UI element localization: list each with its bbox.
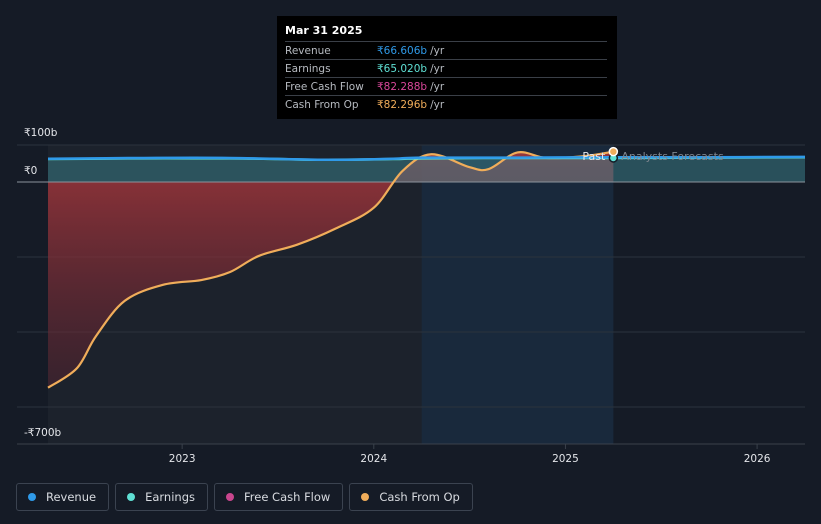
free-cash-flow-dot-icon [226, 493, 234, 501]
tooltip-label: Free Cash Flow [285, 80, 364, 93]
y-tick-label: -₹700b [24, 427, 62, 439]
tooltip-value: ₹66.606b [377, 44, 428, 57]
cash-from-op-line [47, 150, 614, 389]
x-axis-ticks: 2023 2024 2025 2026 [169, 444, 771, 465]
legend: Revenue Earnings Free Cash Flow Cash Fro… [16, 483, 473, 511]
x-tick-label: 2024 [360, 453, 387, 465]
series-lines [47, 150, 806, 389]
tooltip-unit: /yr [430, 98, 445, 111]
earnings-area [48, 157, 805, 182]
x-tick-label: 2025 [552, 453, 579, 465]
cash-from-op-marker [608, 146, 619, 157]
revenue-dot-icon [28, 493, 36, 501]
tooltip-value: ₹82.288b [377, 80, 428, 93]
highlight-region [421, 145, 614, 444]
legend-label: Revenue [46, 490, 97, 504]
tooltip-value: ₹82.296b [377, 98, 428, 111]
tooltip-unit: /yr [430, 62, 445, 75]
y-tick-label: ₹0 [24, 165, 37, 177]
grid-lines [17, 144, 805, 408]
cash-from-op-area [48, 151, 614, 388]
tooltip-value: ₹65.020b [377, 62, 428, 75]
legend-label: Cash From Op [379, 490, 460, 504]
tooltip-row-earnings: Earnings ₹65.020b /yr [285, 59, 607, 77]
tooltip-unit: /yr [430, 80, 445, 93]
x-tick-label: 2023 [169, 453, 196, 465]
legend-item-free-cash-flow[interactable]: Free Cash Flow [214, 483, 344, 511]
tooltip-date: Mar 31 2025 [285, 24, 363, 37]
earnings-dot-icon [127, 493, 136, 501]
tooltip-row-revenue: Revenue ₹66.606b /yr [285, 41, 607, 59]
y-axis-ticks: ₹100b ₹0 -₹700b [24, 127, 62, 439]
revenue-line [47, 155, 806, 162]
tooltip: Mar 31 2025 Revenue ₹66.606b /yr Earning… [277, 16, 617, 119]
current-marker [608, 146, 619, 163]
legend-item-earnings[interactable]: Earnings [115, 483, 208, 511]
y-tick-label: ₹100b [24, 127, 58, 139]
cash-from-op-dot-icon [361, 493, 370, 501]
tooltip-row-cash-from-op: Cash From Op ₹82.296b /yr [285, 95, 607, 113]
forecast-label: Analysts Forecasts [621, 150, 724, 163]
tooltip-label: Earnings [285, 62, 331, 75]
tooltip-row-free-cash-flow: Free Cash Flow ₹82.288b /yr [285, 77, 607, 95]
tooltip-label: Cash From Op [285, 98, 359, 111]
tooltip-label: Revenue [285, 44, 331, 57]
legend-item-revenue[interactable]: Revenue [16, 483, 110, 511]
past-label: Past [582, 150, 606, 163]
x-tick-label: 2026 [744, 453, 771, 465]
legend-label: Free Cash Flow [244, 490, 331, 504]
legend-item-cash-from-op[interactable]: Cash From Op [349, 483, 473, 511]
tooltip-unit: /yr [430, 44, 445, 57]
series-fills [48, 151, 805, 388]
legend-label: Earnings [145, 490, 195, 504]
